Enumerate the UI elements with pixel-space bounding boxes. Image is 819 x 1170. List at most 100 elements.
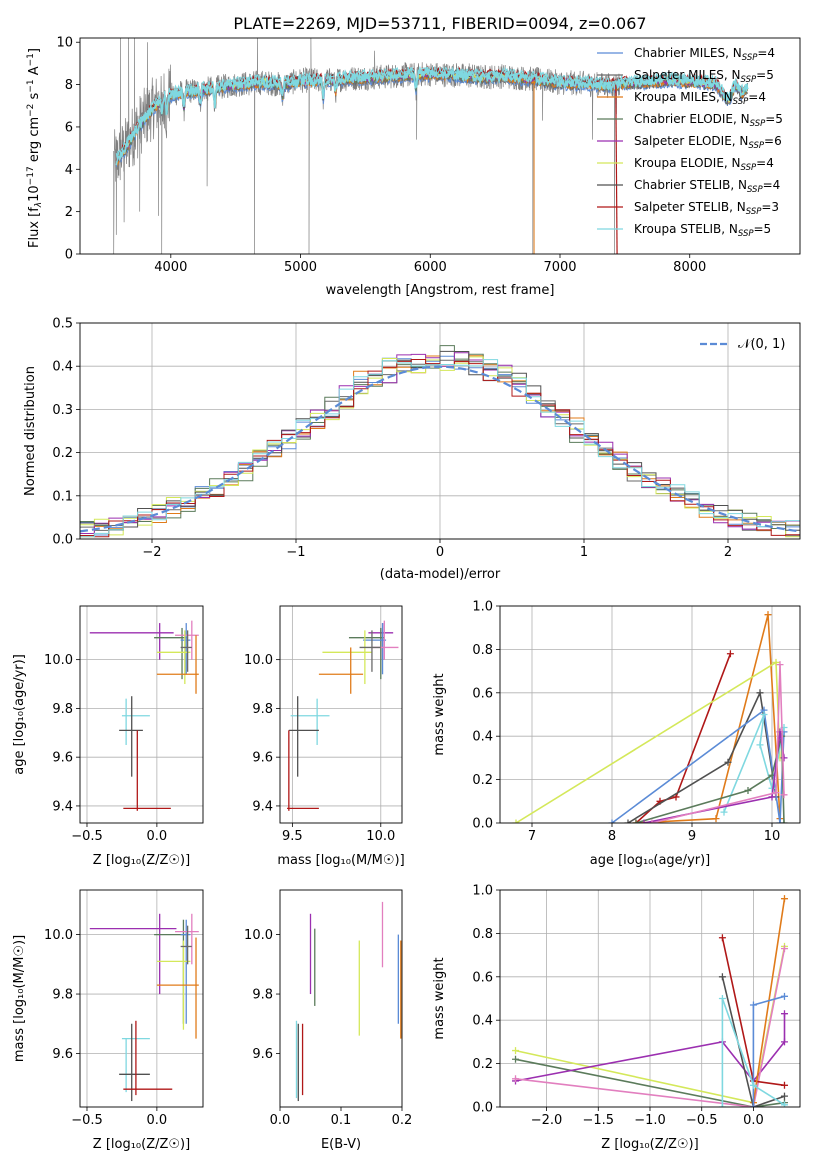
weight-point-marker bbox=[624, 819, 632, 823]
y-axis-label: mass weight bbox=[432, 957, 447, 1039]
mass-weight-vs-age-panel: 7 8 9 10 0.0 0.2 0.4 0.6 0.8 1.0 age [log₁₀(age/yr… bbox=[432, 600, 801, 868]
weight-point-marker bbox=[764, 611, 772, 619]
normal-curve-line bbox=[80, 365, 800, 533]
x-axis-label: Z [log₁₀(Z/Z☉)] bbox=[93, 853, 190, 868]
weight-series-line bbox=[515, 948, 786, 1107]
legend-label: Kroupa ELODIE, NSSP=4 bbox=[634, 156, 774, 173]
weight-point-marker bbox=[718, 995, 726, 1002]
x-tick-label: −0.5 bbox=[71, 829, 103, 844]
legend-label: Kroupa MILES, NSSP=4 bbox=[634, 90, 766, 107]
y-tick-label: 0.4 bbox=[52, 360, 73, 375]
y-tick-label: 6 bbox=[65, 120, 73, 135]
x-tick-label: −1.5 bbox=[582, 1113, 614, 1128]
weight-point-marker bbox=[744, 786, 752, 794]
x-tick-label: 0.0 bbox=[147, 829, 168, 844]
plot-area bbox=[89, 620, 199, 811]
x-tick-label: 10.0 bbox=[366, 829, 395, 844]
weight-point-marker bbox=[726, 650, 734, 658]
axes-frame bbox=[79, 37, 801, 255]
x-tick-label: 2 bbox=[724, 545, 732, 560]
y-tick-label: 9.6 bbox=[52, 1047, 73, 1062]
plot-area bbox=[113, 38, 749, 254]
weight-point-marker bbox=[608, 819, 616, 823]
x-tick-label: 8 bbox=[608, 829, 616, 844]
y-tick-label: 9.6 bbox=[252, 1047, 273, 1062]
legend-label: Salpeter STELIB, NSSP=3 bbox=[634, 200, 779, 217]
y-tick-label: 9.8 bbox=[52, 988, 73, 1003]
x-axis-label: E(B-V) bbox=[321, 1137, 361, 1152]
plot-area bbox=[80, 345, 800, 538]
weight-series-line bbox=[721, 976, 785, 1107]
y-tick-label: 9.8 bbox=[252, 702, 273, 717]
x-tick-label: 0.0 bbox=[147, 1113, 168, 1128]
x-tick-label: 0.0 bbox=[270, 1113, 291, 1128]
y-tick-label: 0.4 bbox=[472, 730, 493, 745]
age-vs-metallicity-panel: −0.5 0.0 9.4 9.6 9.8 10.0 Z [log₁₀(Z/Z☉)] age [… bbox=[12, 605, 204, 868]
y-tick-label: 0 bbox=[65, 248, 73, 263]
x-tick-label: 5000 bbox=[284, 260, 317, 275]
weight-point-marker bbox=[632, 819, 640, 823]
weight-point-marker bbox=[772, 658, 780, 666]
weight-point-marker bbox=[780, 1038, 788, 1046]
legend-label: Kroupa STELIB, NSSP=5 bbox=[634, 222, 771, 239]
mass-vs-ebv-panel: 0.0 0.1 0.2 9.6 9.8 10.0 E(B-V) bbox=[244, 889, 412, 1152]
weight-point-marker bbox=[780, 992, 788, 1000]
weight-point-marker bbox=[780, 945, 788, 953]
y-tick-label: 9.4 bbox=[252, 799, 273, 814]
weight-point-marker bbox=[648, 819, 656, 823]
axes-frame bbox=[79, 605, 204, 824]
y-axis-label: mass weight bbox=[432, 673, 447, 755]
y-tick-label: 10.0 bbox=[244, 928, 273, 943]
x-tick-label: −2 bbox=[142, 545, 161, 560]
weight-point-marker bbox=[756, 741, 764, 749]
weight-point-marker bbox=[780, 1010, 788, 1018]
data-spectrum-line bbox=[113, 38, 621, 254]
y-tick-label: 9.8 bbox=[52, 702, 73, 717]
weight-point-marker bbox=[724, 758, 732, 766]
weight-point-marker bbox=[776, 819, 784, 823]
axes-frame bbox=[499, 889, 801, 1108]
x-tick-label: 0.1 bbox=[331, 1113, 352, 1128]
y-tick-label: 0.3 bbox=[52, 403, 73, 418]
model-spectrum-line bbox=[115, 65, 748, 160]
weight-point-marker bbox=[780, 791, 788, 799]
weight-point-marker bbox=[780, 819, 788, 823]
y-tick-label: 4 bbox=[65, 163, 73, 178]
axes-frame bbox=[499, 605, 801, 824]
y-tick-label: 0.8 bbox=[472, 643, 493, 658]
x-tick-label: −1 bbox=[286, 545, 305, 560]
x-tick-label: 7 bbox=[528, 829, 536, 844]
weight-point-marker bbox=[749, 1081, 757, 1089]
weight-point-marker bbox=[712, 815, 720, 823]
model-spectrum-highlight-line bbox=[115, 66, 749, 166]
weight-series-line bbox=[515, 661, 781, 823]
y-tick-label: 0.1 bbox=[52, 489, 73, 504]
y-tick-label: 1.0 bbox=[472, 884, 493, 899]
y-tick-label: 2 bbox=[65, 205, 73, 220]
y-tick-label: 10.0 bbox=[44, 928, 73, 943]
weight-point-marker bbox=[749, 1001, 757, 1009]
y-tick-label: 0.8 bbox=[472, 927, 493, 942]
y-tick-label: 0.0 bbox=[52, 533, 73, 548]
x-axis-label: age [log₁₀(age/yr)] bbox=[590, 853, 711, 868]
mass-weight-vs-metallicity-panel: −2.0 −1.5 −1.0 −0.5 0.0 0.0 0.2 0.4 0.6 0.8 1.0 Z [… bbox=[432, 884, 801, 1152]
x-tick-label: 9 bbox=[688, 829, 696, 844]
axes-frame bbox=[279, 605, 403, 824]
age-vs-mass-panel: 9.5 10.0 9.4 9.6 9.8 10.0 mass [log₁₀(M/M☉)] bbox=[244, 605, 405, 868]
legend-label: 𝒩(0, 1) bbox=[738, 337, 785, 352]
y-tick-label: 10 bbox=[56, 36, 73, 51]
y-tick-label: 9.6 bbox=[252, 751, 273, 766]
x-tick-label: −1.0 bbox=[634, 1113, 666, 1128]
axes-frame bbox=[79, 322, 801, 540]
weight-point-marker bbox=[772, 789, 780, 797]
x-tick-label: −0.5 bbox=[686, 1113, 718, 1128]
y-tick-label: 8 bbox=[65, 78, 73, 93]
plot-area bbox=[512, 895, 788, 1107]
weight-series-line bbox=[635, 653, 732, 823]
x-tick-label: 7000 bbox=[543, 260, 576, 275]
weight-point-marker bbox=[718, 934, 726, 942]
weight-point-marker bbox=[776, 661, 784, 669]
x-tick-label: −2.0 bbox=[531, 1113, 563, 1128]
spectrum-panel: 4000 5000 6000 7000 8000 0 2 4 6 8 10 Chabrier MILE… bbox=[26, 36, 801, 298]
x-tick-label: 0.0 bbox=[743, 1113, 764, 1128]
